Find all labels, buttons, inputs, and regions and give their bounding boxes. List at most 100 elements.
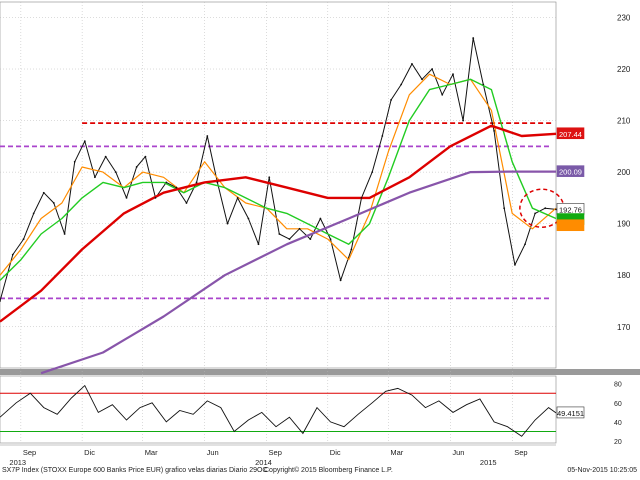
x-tick-label: Mar: [145, 448, 158, 457]
price-point: [104, 155, 107, 158]
series-lines: [0, 37, 565, 437]
y-tick-label: 210: [617, 117, 631, 126]
price-point: [555, 208, 557, 211]
price-point: [114, 171, 117, 174]
x-tick-label: Sep: [514, 448, 527, 457]
price-point: [514, 264, 516, 266]
price-point: [22, 238, 25, 241]
price-point: [135, 166, 138, 168]
osc-y-tick-label: 60: [614, 401, 622, 408]
price-point: [73, 160, 76, 163]
price-point: [390, 99, 392, 101]
y-tick-label: 220: [617, 65, 631, 74]
price-point: [52, 202, 55, 204]
price-point: [441, 93, 444, 96]
y-tick-label: 170: [617, 323, 631, 332]
price-point: [247, 217, 250, 220]
series-oscillator: [0, 384, 557, 437]
y-tick-label: 180: [617, 271, 631, 280]
price-point: [503, 207, 506, 210]
price-point: [329, 238, 332, 241]
timestamp-label: 05-Nov-2015 10:25:05: [567, 467, 637, 474]
grid: [0, 1, 640, 444]
price-point: [144, 155, 147, 158]
price-point: [381, 135, 384, 137]
value-label-box: [556, 127, 585, 140]
price-point: [288, 238, 291, 241]
price-point: [544, 207, 547, 210]
copyright-label: Copyright© 2015 Bloomberg Finance L.P.: [264, 467, 393, 474]
series-ma_long: [40, 170, 556, 375]
chart-source-label: SX7P Index (STOXX Europe 600 Banks Price…: [2, 467, 268, 474]
value-label: 207.44: [559, 130, 582, 139]
price-point: [360, 196, 363, 199]
x-tick-label: Jun: [207, 448, 219, 457]
x-tick-label: Sep: [269, 448, 282, 457]
osc-value-label-box: [556, 406, 585, 419]
price-point: [472, 37, 475, 39]
y-tick-label: 230: [617, 13, 631, 22]
price-point: [94, 176, 96, 179]
value-label-box: [556, 165, 585, 177]
price-point: [319, 217, 322, 220]
price-point: [11, 253, 14, 256]
price-point: [175, 186, 178, 189]
x-tick-label: Mar: [390, 448, 403, 457]
x-tick-label: Dic: [330, 448, 341, 457]
oscillator-panel: [0, 375, 557, 444]
price-point: [298, 227, 301, 230]
price-point: [482, 83, 485, 86]
y-tick-label: 190: [617, 220, 631, 229]
price-point: [431, 68, 434, 70]
price-point: [206, 135, 209, 137]
price-point: [42, 191, 45, 194]
price-point: [63, 233, 66, 235]
price-point: [236, 196, 239, 199]
price-point: [524, 243, 526, 246]
price-point: [185, 202, 188, 204]
x-tick-label: Dic: [84, 448, 95, 457]
price-point: [452, 73, 454, 76]
osc-y-tick-label: 40: [614, 420, 622, 427]
price-point: [462, 119, 465, 122]
x-year-label: 2015: [480, 458, 497, 467]
price-point: [268, 176, 271, 179]
series-ma_200: [0, 124, 557, 323]
value-label: 200.09: [559, 168, 582, 177]
price-point: [350, 248, 353, 251]
x-year-label: 2014: [255, 458, 272, 467]
price-point: [309, 238, 312, 241]
value-labels: 207.44 200.09 192.76 49.4151: [556, 127, 585, 419]
price-point: [278, 233, 281, 235]
price-point: [421, 78, 423, 81]
panel-divider: [0, 369, 640, 375]
osc-y-tick-label: 80: [614, 382, 622, 389]
x-tick-label: Sep: [23, 448, 36, 457]
series-ma_mid: [0, 78, 557, 281]
price-point: [216, 181, 219, 184]
price-point: [400, 83, 403, 86]
price-point: [493, 129, 495, 132]
price-point: [257, 243, 260, 246]
price-point: [165, 181, 168, 184]
x-tick-label: Jun: [452, 448, 464, 457]
value-label-box: [556, 219, 585, 232]
price-point: [32, 212, 35, 215]
price-point: [226, 222, 229, 225]
price-point: [125, 196, 128, 199]
price-point: [371, 171, 374, 174]
price-point: [411, 62, 413, 65]
price-point: [83, 140, 86, 143]
price-point: [0, 300, 1, 302]
price-point: [339, 279, 342, 282]
value-label: 192.76: [559, 205, 582, 214]
price-point: [195, 181, 198, 184]
price-point: [534, 212, 537, 215]
osc-value-label: 49.4151: [557, 409, 584, 418]
y-tick-label: 200: [617, 168, 631, 177]
osc-y-tick-label: 20: [614, 439, 622, 446]
axes: 170 180 190 200 210 220 230 Sep Dic Mar Jun Sep Dic M…: [0, 13, 631, 467]
price-point: [154, 196, 157, 199]
x-year-label: 2013: [9, 458, 26, 467]
